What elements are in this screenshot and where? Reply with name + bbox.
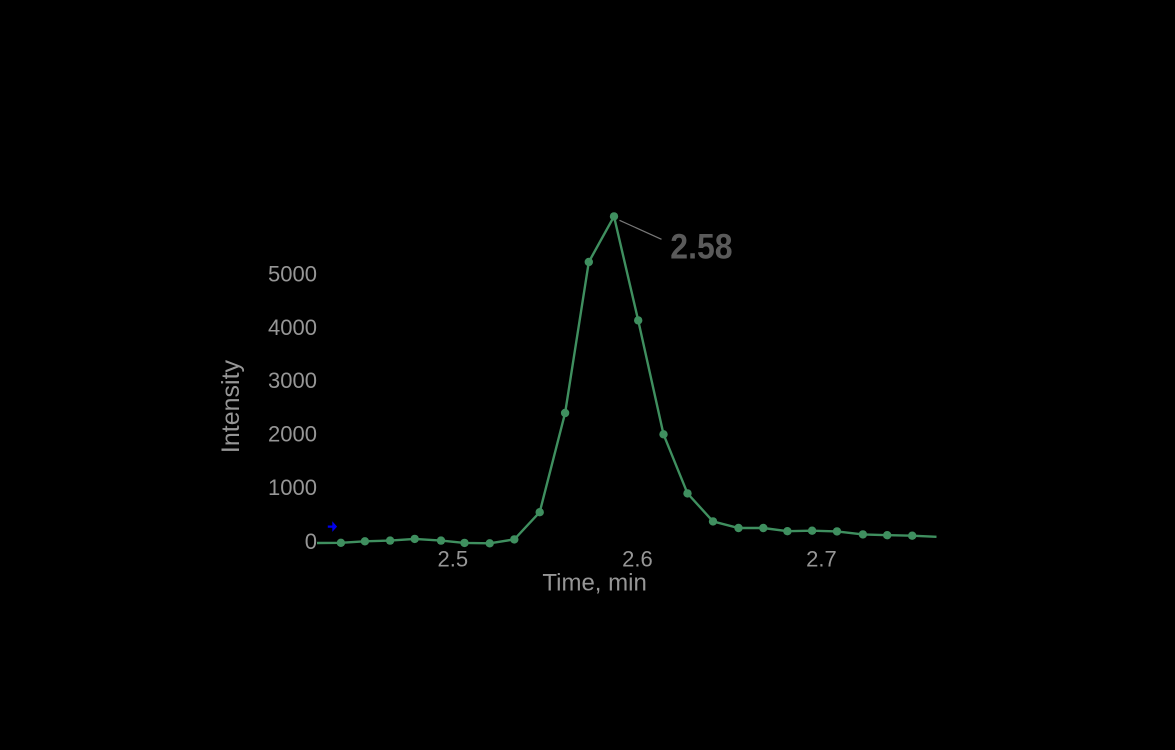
svg-text:0: 0	[305, 529, 317, 554]
svg-text:2.7: 2.7	[806, 547, 837, 572]
svg-text:2.58: 2.58	[670, 228, 732, 267]
svg-text:2.6: 2.6	[622, 547, 653, 572]
svg-text:4000: 4000	[268, 315, 317, 340]
svg-text:Intensity: Intensity	[217, 359, 245, 453]
svg-text:2000: 2000	[268, 422, 317, 447]
svg-text:1000: 1000	[268, 475, 317, 500]
svg-text:5000: 5000	[268, 261, 317, 286]
svg-text:3000: 3000	[268, 368, 317, 393]
svg-text:Time, min: Time, min	[542, 570, 646, 597]
svg-text:2.5: 2.5	[438, 547, 469, 572]
